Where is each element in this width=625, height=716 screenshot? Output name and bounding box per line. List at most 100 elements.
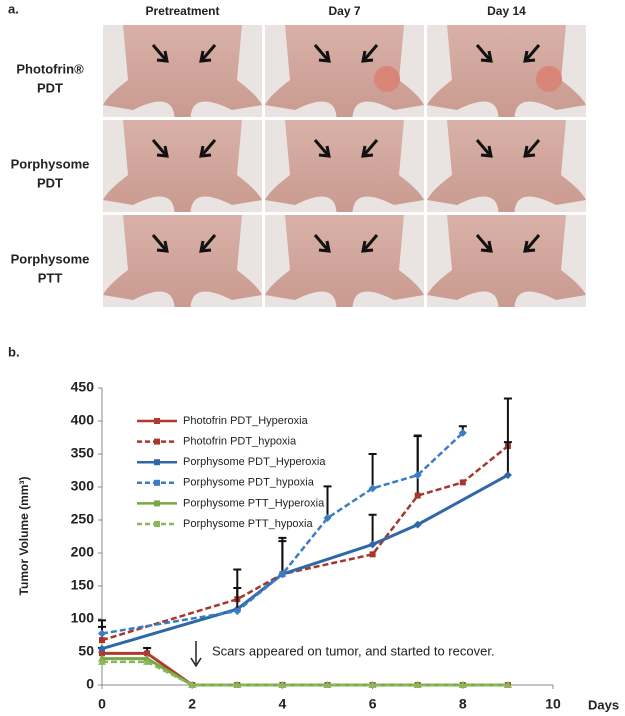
arrow-head <box>523 240 536 253</box>
arrow <box>525 234 541 250</box>
marker <box>459 479 466 486</box>
marker <box>414 492 421 499</box>
row-label: PDT <box>37 175 63 190</box>
arrow <box>475 44 491 60</box>
arrow-head <box>480 240 493 253</box>
arrow <box>313 139 329 155</box>
row-label: Porphysome <box>11 156 90 171</box>
photo-subject <box>265 215 424 307</box>
x-tick-label: 4 <box>279 696 287 712</box>
y-tick-label: 100 <box>71 610 95 626</box>
y-tick-label: 50 <box>78 643 94 659</box>
arrow <box>151 44 167 60</box>
marker <box>143 657 152 665</box>
arrow <box>201 139 217 155</box>
marker <box>99 650 105 657</box>
marker <box>413 681 422 688</box>
marker <box>368 484 377 493</box>
y-tick-label: 0 <box>86 676 94 692</box>
legend-label: Photofrin PDT_Hyperoxia <box>183 415 309 427</box>
error-bar <box>368 453 377 489</box>
arrow <box>363 139 379 155</box>
marker <box>98 657 106 665</box>
x-tick-label: 10 <box>545 696 561 712</box>
arrow <box>525 139 541 155</box>
arrow-head <box>523 145 536 158</box>
marker <box>188 681 197 688</box>
panel-label: a. <box>8 1 19 16</box>
error-bar <box>503 441 512 476</box>
y-tick-label: 350 <box>71 445 95 461</box>
arrow-head <box>318 145 331 158</box>
marker <box>323 514 332 523</box>
arrow-head <box>199 145 212 158</box>
marker <box>323 681 332 688</box>
arrow-head <box>199 50 212 63</box>
legend-label: Porphysome PDT_hypoxia <box>183 477 315 489</box>
arrow <box>363 44 379 60</box>
error-bar <box>503 397 512 447</box>
arrow <box>475 139 491 155</box>
marker <box>369 551 376 558</box>
photo-subject <box>265 25 424 117</box>
y-tick-label: 250 <box>71 511 95 527</box>
row-label: Porphysome <box>11 251 90 266</box>
arrow-head <box>318 240 331 253</box>
marker <box>278 681 287 688</box>
error-bar <box>278 536 287 575</box>
error-bar <box>413 434 422 476</box>
arrow <box>201 234 217 250</box>
arrow-head <box>361 145 374 158</box>
arrow <box>313 234 329 250</box>
arrow <box>151 139 167 155</box>
y-axis-label: Tumor Volume (mm³) <box>17 477 31 596</box>
arrow <box>525 44 541 60</box>
row-label: Photofrin® <box>16 61 84 76</box>
y-tick-label: 400 <box>71 412 95 428</box>
series-line <box>102 657 508 687</box>
marker <box>458 428 467 437</box>
arrow-head <box>156 240 169 253</box>
photo-subject <box>427 25 586 117</box>
arrow-head <box>156 50 169 63</box>
arrow-head <box>199 240 212 253</box>
arrow <box>151 234 167 250</box>
y-tick-label: 450 <box>71 379 95 395</box>
arrow <box>201 44 217 60</box>
x-tick-label: 0 <box>98 696 106 712</box>
legend-label: Porphysome PTT_Hyperoxia <box>183 497 325 509</box>
photo-subject <box>103 215 262 307</box>
marker <box>233 607 242 616</box>
error-bar <box>368 513 377 545</box>
photo-subject <box>427 215 586 307</box>
legend-marker <box>154 459 160 466</box>
marker <box>503 681 512 688</box>
column-header: Day 14 <box>487 4 526 18</box>
arrow-head <box>480 50 493 63</box>
x-tick-label: 6 <box>369 696 377 712</box>
arrow-head <box>480 145 493 158</box>
marker <box>144 650 151 657</box>
marker <box>99 637 105 644</box>
legend-marker <box>154 479 160 486</box>
marker <box>98 644 106 653</box>
arrow-head <box>361 50 374 63</box>
legend-label: Photofrin PDT_hypoxia <box>183 436 297 448</box>
panel-label: b. <box>8 344 20 359</box>
arrow-head <box>523 50 536 63</box>
arrow-head <box>361 240 374 253</box>
photo-subject <box>427 120 586 212</box>
x-tick-label: 8 <box>459 696 467 712</box>
column-header: Day 7 <box>328 4 360 18</box>
arrow-head <box>318 50 331 63</box>
series-line <box>101 473 509 651</box>
legend-marker <box>154 418 160 424</box>
legend-label: Porphysome PTT_hypoxia <box>183 518 313 530</box>
error-bar <box>323 485 332 519</box>
column-header: Pretreatment <box>145 4 219 18</box>
marker <box>278 570 287 579</box>
arrow <box>313 44 329 60</box>
series-line <box>102 660 508 687</box>
marker <box>368 540 377 549</box>
